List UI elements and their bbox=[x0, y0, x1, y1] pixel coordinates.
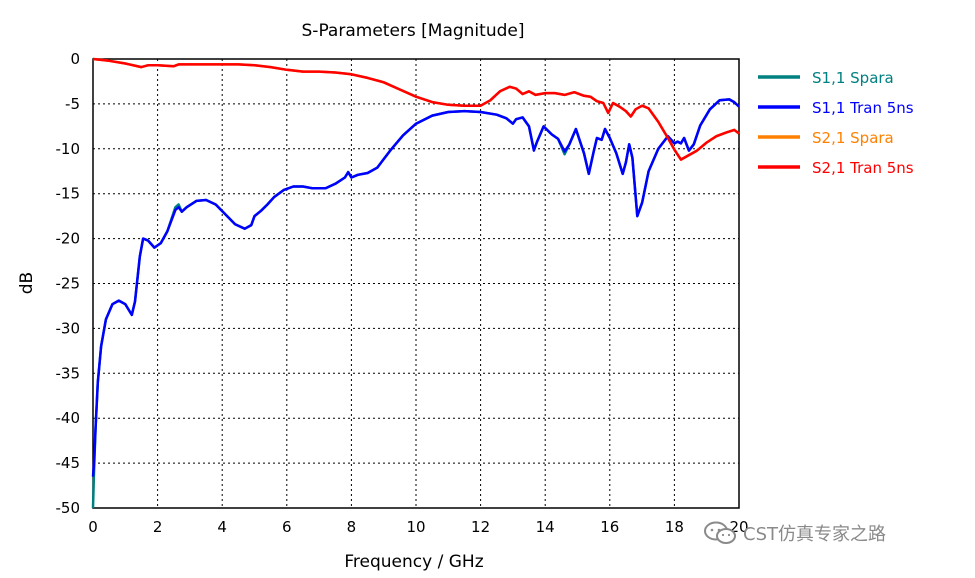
legend-item-4[interactable]: S2,1 Tran 5ns bbox=[758, 159, 914, 177]
y-tick-label: -50 bbox=[56, 499, 81, 517]
legend-label: S2,1 Tran 5ns bbox=[812, 159, 914, 177]
plot-area bbox=[92, 58, 740, 509]
x-tick-label: 10 bbox=[406, 518, 425, 536]
watermark: CST仿真专家之路 bbox=[703, 520, 886, 546]
y-axis-label: dB bbox=[17, 272, 37, 294]
x-tick-label: 14 bbox=[536, 518, 555, 536]
y-tick-label: -35 bbox=[56, 364, 81, 382]
y-tick-label: 0 bbox=[70, 50, 80, 68]
wechat-icon bbox=[704, 521, 736, 544]
legend-item-1[interactable]: S1,1 Spara bbox=[758, 69, 894, 87]
legend-item-3[interactable]: S2,1 Spara bbox=[758, 129, 894, 147]
y-tick-label: -30 bbox=[56, 319, 81, 337]
x-tick-label: 8 bbox=[347, 518, 357, 536]
grid bbox=[93, 59, 739, 508]
x-tick-label: 0 bbox=[88, 518, 98, 536]
x-tick-label: 16 bbox=[600, 518, 619, 536]
series-line-2 bbox=[91, 98, 740, 477]
y-tick-label: -25 bbox=[56, 275, 81, 293]
y-tick-label: -45 bbox=[56, 454, 81, 472]
y-tick-label: -10 bbox=[56, 140, 81, 158]
legend-label: S2,1 Spara bbox=[812, 129, 894, 147]
y-tick-label: -20 bbox=[56, 230, 81, 248]
legend-label: S1,1 Spara bbox=[812, 69, 894, 87]
x-tick-label: 2 bbox=[153, 518, 163, 536]
series-line-4 bbox=[92, 57, 740, 161]
x-tick-label: 4 bbox=[217, 518, 227, 536]
y-tick-label: -15 bbox=[56, 185, 81, 203]
y-tick-label: -40 bbox=[56, 409, 81, 427]
legend-item-2[interactable]: S1,1 Tran 5ns bbox=[758, 99, 914, 117]
y-tick-label: -5 bbox=[65, 95, 80, 113]
chart-title: S-Parameters [Magnitude] bbox=[302, 21, 525, 41]
x-tick-label: 18 bbox=[665, 518, 684, 536]
legend-label: S1,1 Tran 5ns bbox=[812, 99, 914, 117]
legend[interactable]: S1,1 Spara S1,1 Tran 5ns S2,1 Spara S2,1 Tr… bbox=[758, 69, 914, 177]
x-tick-label: 12 bbox=[471, 518, 490, 536]
x-tick-label: 6 bbox=[282, 518, 292, 536]
watermark-text: CST仿真专家之路 bbox=[743, 524, 886, 545]
series-lines bbox=[91, 57, 740, 509]
x-axis-label: Frequency / GHz bbox=[344, 552, 483, 572]
